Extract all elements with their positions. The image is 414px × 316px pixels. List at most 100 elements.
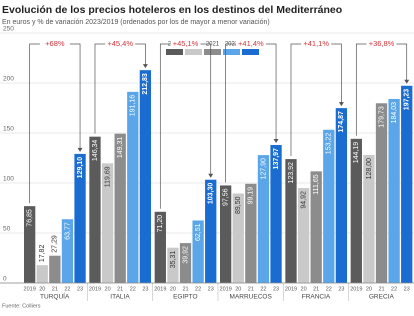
x-sublabel: 2019 (89, 286, 101, 292)
y-tick-label: 100 (3, 176, 14, 183)
x-tick-label: ITALIA (110, 294, 130, 301)
annotation: +45,1% (173, 39, 199, 48)
value-label: 123,92 (288, 162, 295, 184)
value-label: 39,92 (182, 246, 189, 264)
x-sublabel: 21 (117, 286, 123, 292)
x-tick-label: EGIPTO (173, 294, 197, 301)
x-sublabel: 21 (313, 286, 319, 292)
value-label: 197,23 (404, 89, 411, 111)
bar (297, 188, 310, 283)
value-label: 76,85 (26, 209, 33, 227)
bar (192, 220, 204, 283)
x-sublabel: 20 (39, 286, 45, 292)
bar (270, 145, 282, 283)
x-sublabel: 23 (404, 286, 410, 292)
bar (36, 265, 48, 283)
bar (24, 206, 36, 283)
x-sublabel: 2019 (350, 286, 362, 292)
x-sublabel: 23 (273, 286, 279, 292)
bar (375, 103, 388, 284)
arrow-head (404, 79, 410, 84)
x-sublabel: 21 (378, 286, 384, 292)
value-label: 174,87 (338, 111, 345, 133)
bar (363, 155, 375, 283)
value-label: 153,22 (326, 133, 333, 155)
x-sublabel: 2019 (154, 286, 166, 292)
annotation: +41,1% (303, 39, 329, 48)
arrow-head (208, 173, 214, 178)
value-label: 63,77 (64, 222, 71, 240)
y-tick-label: 250 (3, 26, 14, 33)
bracket (29, 43, 81, 204)
legend-swatch (204, 49, 221, 55)
legend-label: 2021 (206, 42, 220, 48)
annotation-bg (39, 39, 70, 49)
x-sublabel: 22 (130, 286, 136, 292)
y-tick-label: 150 (3, 126, 14, 133)
value-label: 94,92 (300, 191, 307, 209)
annotation: +36,8% (369, 39, 395, 48)
annotation-bg (170, 39, 201, 49)
bar (285, 159, 297, 283)
annotation-bg (301, 39, 332, 49)
bar (205, 179, 217, 283)
bar (49, 255, 61, 283)
x-sublabel: 23 (142, 286, 148, 292)
x-sublabel: 20 (170, 286, 176, 292)
bracket (159, 43, 212, 209)
bar (257, 155, 270, 283)
value-label: 89,50 (235, 196, 242, 214)
value-label: 103,30 (208, 183, 215, 205)
value-label: 111,65 (313, 174, 320, 194)
legend-swatch (185, 49, 202, 55)
bar (401, 85, 413, 284)
value-label: 119,69 (104, 166, 111, 187)
bar (232, 193, 244, 283)
value-label: 27,29 (52, 235, 59, 253)
bar (101, 163, 114, 283)
bar (179, 243, 192, 283)
source: Fuente: Colliers (2, 303, 41, 309)
y-tick-label: 200 (3, 76, 14, 83)
x-sublabel: 21 (182, 286, 188, 292)
x-tick-label: GRECIA (369, 294, 395, 301)
bar (89, 136, 101, 283)
annotation-bg (105, 39, 136, 49)
bar (154, 211, 166, 283)
x-tick-label: MARRUECOS (230, 294, 273, 301)
x-sublabel: 22 (195, 286, 201, 292)
x-sublabel: 20 (235, 286, 241, 292)
x-sublabel: 22 (391, 286, 397, 292)
legend-swatch (166, 49, 183, 55)
x-sublabel: 2019 (285, 286, 297, 292)
x-sublabel: 20 (366, 286, 372, 292)
x-sublabel: 2019 (220, 286, 232, 292)
x-sublabel: 23 (338, 286, 344, 292)
legend-label: 2022 (225, 42, 239, 48)
bar (335, 108, 348, 283)
value-label: 35,31 (170, 251, 177, 269)
value-label: 146,34 (92, 140, 99, 162)
x-sublabel: 20 (105, 286, 111, 292)
annotation: +45,4% (107, 39, 133, 48)
arrow-head (77, 147, 83, 152)
value-label: 97,56 (222, 188, 229, 206)
value-label: 17,82 (39, 245, 46, 263)
bar (74, 153, 86, 283)
arrow-head (338, 102, 344, 107)
y-tick-label: 0 (3, 276, 7, 283)
bar (323, 129, 335, 283)
bar (139, 70, 152, 283)
bar (350, 138, 362, 283)
value-label: 149,31 (117, 137, 124, 159)
chart-subtitle: En euros y % de variación 2023/2019 (ord… (2, 19, 270, 26)
bar (245, 183, 257, 283)
value-label: 212,83 (142, 73, 149, 95)
x-sublabel: 23 (77, 286, 83, 292)
value-label: 127,90 (260, 158, 267, 180)
value-label: 137,97 (273, 148, 280, 170)
y-tick-label: 50 (3, 226, 11, 233)
bar (61, 219, 74, 283)
value-label: 62,51 (195, 223, 202, 241)
